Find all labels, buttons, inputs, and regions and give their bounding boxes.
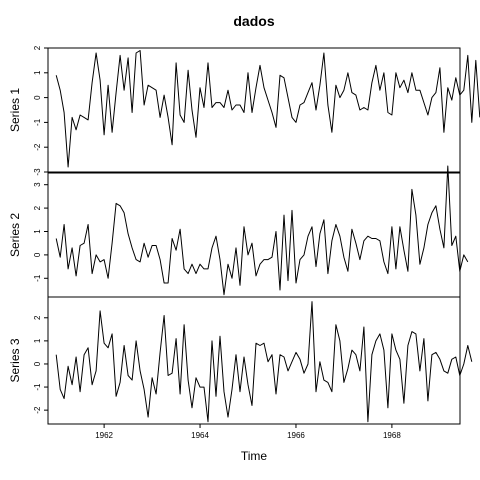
series-label: Series 2: [8, 213, 22, 257]
panel-3: -2 -1 0 1 2 Series 3: [8, 296, 473, 425]
y-tick-label: -1: [33, 118, 42, 126]
y-tick-label: 1: [33, 338, 42, 343]
y-tick-label: -2: [33, 143, 42, 151]
y-tick-label: 1: [33, 70, 42, 75]
panel-frame: [47, 47, 461, 173]
series-line: [55, 165, 469, 296]
y-tick-label: 0: [33, 95, 42, 100]
y-tick-label: 0: [33, 361, 42, 366]
x-tick-label: 1964: [191, 431, 209, 440]
x-axis: 1962 1964 1966 1968: [95, 424, 401, 440]
panel-1: -3 -2 -1 0 1 2 Series 1: [8, 45, 480, 176]
y-tick-label: 1: [33, 229, 42, 234]
y-tick-label: 2: [33, 205, 42, 210]
panel-2: -1 0 1 2 3 Series 2: [8, 165, 469, 298]
series-label: Series 3: [8, 338, 22, 382]
x-tick-label: 1966: [287, 431, 305, 440]
x-tick-label: 1968: [383, 431, 401, 440]
panel-frame: [47, 296, 461, 425]
y-tick-label: -1: [33, 274, 42, 282]
y-tick-label: -1: [33, 383, 42, 391]
y-tick-label: 3: [33, 182, 42, 187]
x-axis-label: Time: [241, 449, 268, 463]
y-tick-label: 0: [33, 252, 42, 257]
panels: -3 -2 -1 0 1 2 Series 1 -1 0 1 2 3 Series 2 -2 -1 0 1 2 Se…: [8, 45, 480, 425]
panel-frame: [47, 172, 461, 298]
y-tick-label: -3: [33, 168, 42, 176]
y-tick-label: 2: [33, 315, 42, 320]
x-tick-label: 1962: [95, 431, 113, 440]
series-line: [55, 50, 480, 168]
series-line: [55, 301, 473, 423]
series-label: Series 1: [8, 88, 22, 132]
y-tick-label: -2: [33, 406, 42, 414]
y-tick-label: 2: [33, 45, 42, 50]
chart-title: dados: [233, 13, 274, 29]
